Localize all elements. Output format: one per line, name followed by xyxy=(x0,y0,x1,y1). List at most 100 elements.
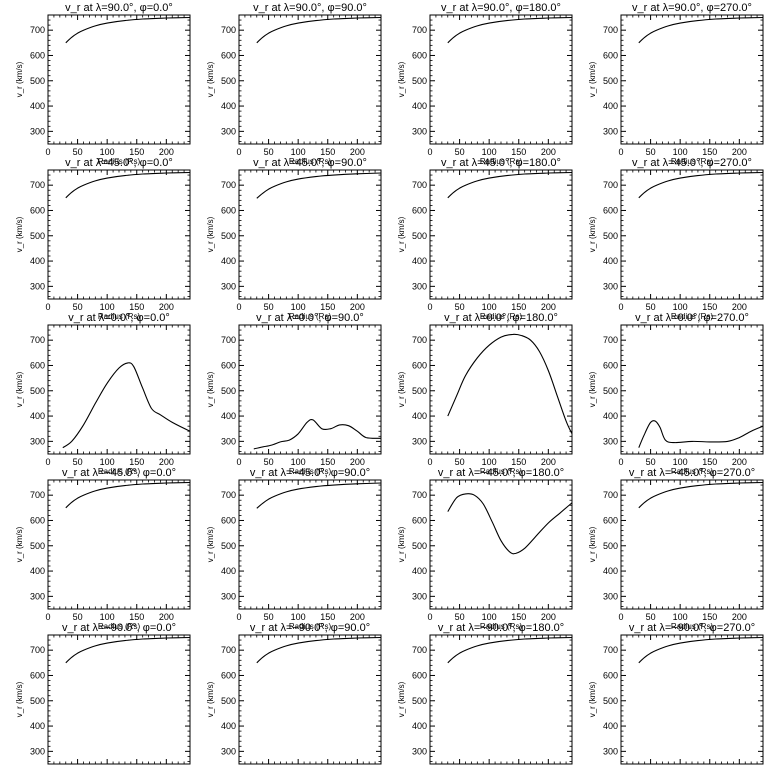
x-tick-label: 0 xyxy=(45,302,50,312)
x-tick-label: 0 xyxy=(618,457,623,467)
x-tick-label: 200 xyxy=(350,147,365,157)
y-tick-label: 700 xyxy=(603,645,618,655)
x-tick-label: 200 xyxy=(159,612,174,622)
y-axis-label: v_r (km/s) xyxy=(206,681,215,717)
x-tick-label: 150 xyxy=(511,302,526,312)
series-line xyxy=(447,333,573,435)
y-tick-label: 600 xyxy=(221,205,236,215)
plot-panel: v_r at λ=−45.0°, φ=270.0° 0 50 100 150 200 300… xyxy=(588,467,764,631)
plot-frame xyxy=(429,169,573,300)
series-line xyxy=(65,481,191,509)
plot-title: v_r at λ=−45.0°, φ=180.0° xyxy=(438,467,564,479)
x-tick-label: 0 xyxy=(618,147,623,157)
x-tick-label: 50 xyxy=(73,302,83,312)
x-tick-label: 50 xyxy=(646,612,656,622)
x-axis-label: Radius (Rs) xyxy=(98,157,141,166)
y-tick-label: 400 xyxy=(221,411,236,421)
series-line xyxy=(447,636,573,664)
y-tick-label: 500 xyxy=(412,696,427,706)
plot-title: v_r at λ=45.0°, φ=90.0° xyxy=(253,157,367,169)
x-tick-label: 100 xyxy=(291,302,306,312)
y-tick-label: 700 xyxy=(603,490,618,500)
y-tick-label: 700 xyxy=(221,335,236,345)
y-tick-label: 500 xyxy=(412,386,427,396)
x-tick-label: 150 xyxy=(320,457,335,467)
plot-panel: v_r at λ=−45.0°, φ=0.0° 0 50 100 150 200 300 40… xyxy=(15,467,191,631)
y-tick-label: 300 xyxy=(412,746,427,756)
y-tick-label: 600 xyxy=(30,515,45,525)
plot-title: v_r at λ=−45.0°, φ=270.0° xyxy=(629,467,755,479)
plot-panel: v_r at λ=90.0°, φ=0.0° 0 50 100 150 200 300 400… xyxy=(15,2,191,166)
plot-panel: v_r at λ=−90.0°, φ=180.0°050100150200300… xyxy=(397,622,573,768)
y-tick-label: 600 xyxy=(221,360,236,370)
x-tick-label: 0 xyxy=(45,147,50,157)
y-tick-label: 400 xyxy=(412,256,427,266)
plot-panel: v_r at λ=−45.0°, φ=180.0° 0 50 100 150 200 300… xyxy=(397,467,573,631)
series-line xyxy=(62,362,191,449)
x-tick-label: 150 xyxy=(320,302,335,312)
x-tick-label: 50 xyxy=(646,147,656,157)
plot-title: v_r at λ=45.0°, φ=180.0° xyxy=(441,157,561,169)
y-tick-label: 500 xyxy=(30,76,45,86)
x-tick-label: 150 xyxy=(702,612,717,622)
plot-panel: v_r at λ=−90.0°, φ=90.0°0501001502003004… xyxy=(206,622,382,768)
y-tick-label: 400 xyxy=(30,566,45,576)
x-tick-label: 100 xyxy=(291,457,306,467)
x-axis-label: Radius (Rs) xyxy=(671,622,714,631)
plot-title: v_r at λ=0.0°, φ=270.0° xyxy=(635,312,749,324)
plot-title: v_r at λ=−90.0°, φ=270.0° xyxy=(629,622,755,634)
y-tick-label: 300 xyxy=(221,126,236,136)
series-line xyxy=(447,171,573,199)
x-tick-label: 0 xyxy=(45,612,50,622)
x-tick-label: 0 xyxy=(618,302,623,312)
y-tick-label: 400 xyxy=(603,721,618,731)
y-tick-label: 400 xyxy=(221,566,236,576)
x-tick-label: 150 xyxy=(511,612,526,622)
y-tick-label: 400 xyxy=(412,101,427,111)
x-tick-label: 100 xyxy=(673,147,688,157)
y-tick-label: 700 xyxy=(603,335,618,345)
y-axis-label: v_r (km/s) xyxy=(397,61,406,97)
plot-panel: v_r at λ=0.0°, φ=180.0° 0 50 100 150 200 300 40… xyxy=(397,312,573,476)
y-tick-label: 300 xyxy=(603,281,618,291)
y-tick-label: 700 xyxy=(30,490,45,500)
plot-panel: v_r at λ=90.0°, φ=90.0° 0 50 100 150 200 300 40… xyxy=(206,2,382,166)
series-line xyxy=(638,481,764,509)
y-tick-label: 300 xyxy=(30,436,45,446)
plot-frame xyxy=(238,14,382,145)
y-tick-label: 500 xyxy=(412,231,427,241)
x-tick-label: 100 xyxy=(673,457,688,467)
y-tick-label: 500 xyxy=(412,76,427,86)
plot-frame xyxy=(47,634,191,765)
y-tick-label: 500 xyxy=(221,231,236,241)
y-tick-label: 300 xyxy=(30,126,45,136)
y-axis-label: v_r (km/s) xyxy=(588,216,597,252)
y-tick-label: 300 xyxy=(412,436,427,446)
y-tick-label: 600 xyxy=(603,515,618,525)
plot-panel: v_r at λ=45.0°, φ=270.0° 0 50 100 150 200 300 4… xyxy=(588,157,764,321)
y-tick-label: 700 xyxy=(412,490,427,500)
y-tick-label: 300 xyxy=(603,591,618,601)
x-tick-label: 200 xyxy=(159,302,174,312)
x-tick-label: 0 xyxy=(236,457,241,467)
plot-frame xyxy=(620,324,764,455)
y-axis-label: v_r (km/s) xyxy=(15,526,24,562)
series-line xyxy=(256,636,382,664)
plot-title: v_r at λ=−90.0°, φ=90.0° xyxy=(250,622,370,634)
x-tick-label: 0 xyxy=(236,612,241,622)
x-tick-label: 200 xyxy=(541,147,556,157)
y-axis-label: v_r (km/s) xyxy=(206,526,215,562)
x-tick-label: 150 xyxy=(320,612,335,622)
y-tick-label: 500 xyxy=(221,541,236,551)
x-tick-label: 50 xyxy=(455,612,465,622)
y-tick-label: 600 xyxy=(221,50,236,60)
x-tick-label: 200 xyxy=(350,457,365,467)
x-axis-label: Radius (Rs) xyxy=(480,157,523,166)
y-tick-label: 500 xyxy=(603,386,618,396)
y-tick-label: 700 xyxy=(221,490,236,500)
y-tick-label: 500 xyxy=(603,696,618,706)
y-tick-label: 300 xyxy=(221,281,236,291)
y-tick-label: 700 xyxy=(412,25,427,35)
plot-frame xyxy=(620,479,764,610)
